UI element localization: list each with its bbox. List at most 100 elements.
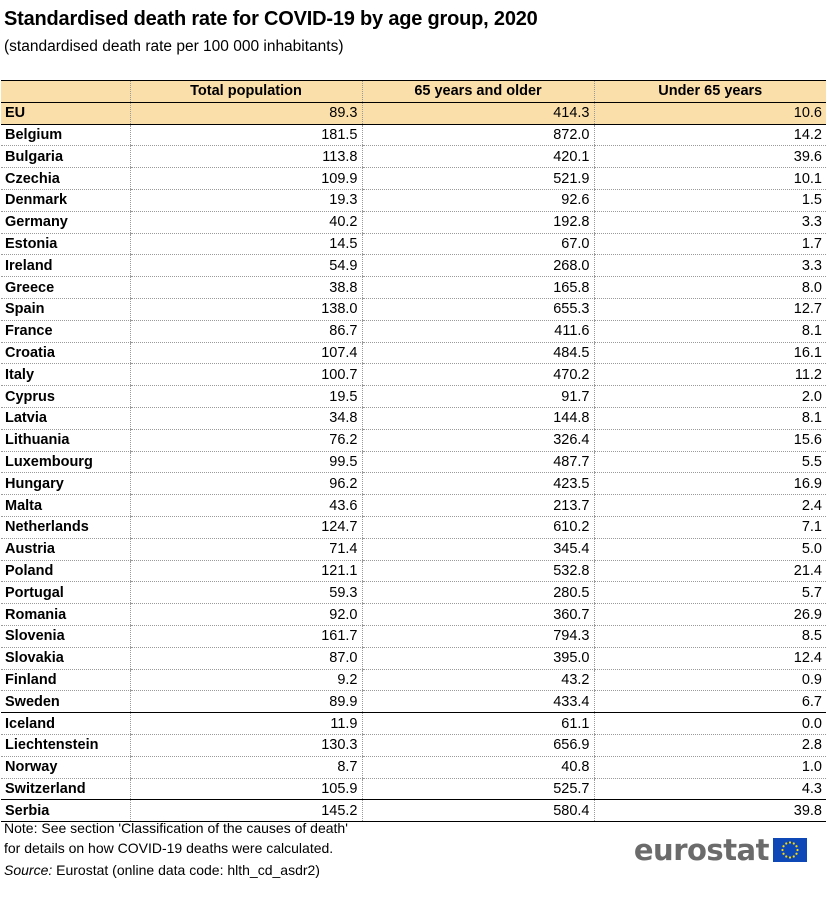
- total-population-cell: 105.9: [129, 778, 362, 801]
- table-row: Lithuania 76.2 326.4 15.6: [1, 429, 826, 452]
- country-cell: Serbia: [1, 799, 130, 823]
- country-cell: Croatia: [1, 342, 130, 365]
- table-row: Finland 9.2 43.2 0.9: [1, 669, 826, 692]
- country-cell: Bulgaria: [1, 145, 130, 169]
- country-cell: Poland: [1, 560, 130, 583]
- header-under-65: Under 65 years: [593, 80, 826, 103]
- over-65-cell: 92.6: [361, 189, 594, 212]
- country-cell: Italy: [1, 363, 130, 387]
- flag-star: [795, 852, 798, 855]
- country-cell: Liechtenstein: [1, 734, 130, 757]
- source-text: Eurostat (online data code: hlth_cd_asdr…: [56, 862, 320, 878]
- flag-star: [781, 848, 784, 852]
- over-65-cell: 610.2: [361, 516, 594, 539]
- country-cell: Denmark: [1, 189, 130, 212]
- country-cell: Spain: [1, 298, 130, 321]
- table-row: Italy 100.7 470.2 11.2: [1, 363, 826, 387]
- table-row: Greece 38.8 165.8 8.0: [1, 276, 826, 299]
- country-cell: Latvia: [1, 407, 130, 430]
- country-cell: Belgium: [1, 124, 130, 147]
- table-row: Romania 92.0 360.7 26.9: [1, 603, 826, 626]
- table-row: Cyprus 19.5 91.7 2.0: [1, 385, 826, 408]
- table-row: Serbia 145.2 580.4 39.8: [1, 799, 826, 823]
- over-65-cell: 872.0: [361, 124, 594, 147]
- total-population-cell: 14.5: [129, 233, 362, 256]
- table-row: Iceland 11.9 61.1 0.0: [1, 712, 826, 735]
- country-cell: Lithuania: [1, 429, 130, 452]
- under-65-cell: 10.1: [593, 167, 826, 190]
- over-65-cell: 794.3: [361, 625, 594, 648]
- over-65-cell: 345.4: [361, 538, 594, 561]
- table-subtitle: (standardised death rate per 100 000 inh…: [4, 38, 344, 55]
- over-65-cell: 532.8: [361, 560, 594, 583]
- table-row: Switzerland 105.9 525.7 4.3: [1, 778, 826, 801]
- over-65-cell: 165.8: [361, 276, 594, 299]
- flag-star: [792, 855, 795, 858]
- country-cell: Malta: [1, 494, 130, 517]
- under-65-cell: 0.0: [593, 712, 826, 735]
- over-65-cell: 411.6: [361, 320, 594, 343]
- footnote-line-2: for details on how COVID-19 deaths were …: [4, 840, 334, 856]
- over-65-cell: 433.4: [361, 690, 594, 714]
- total-population-cell: 181.5: [129, 124, 362, 147]
- table-row: Netherlands 124.7 610.2 7.1: [1, 516, 826, 539]
- footnote-line-1: Note: See section 'Classification of the…: [4, 820, 348, 836]
- under-65-cell: 1.0: [593, 756, 826, 779]
- under-65-cell: 8.5: [593, 625, 826, 648]
- over-65-cell: 192.8: [361, 211, 594, 234]
- country-cell: Romania: [1, 603, 130, 626]
- total-population-cell: 92.0: [129, 603, 362, 626]
- table-row: Portugal 59.3 280.5 5.7: [1, 581, 826, 605]
- country-cell: Slovenia: [1, 625, 130, 648]
- table-row: Ireland 54.9 268.0 3.3: [1, 254, 826, 278]
- total-population-cell: 130.3: [129, 734, 362, 757]
- total-population-cell: 40.2: [129, 211, 362, 234]
- total-population-cell: 96.2: [129, 472, 362, 496]
- country-cell: Sweden: [1, 690, 130, 714]
- over-65-cell: 420.1: [361, 145, 594, 169]
- table-row: Slovakia 87.0 395.0 12.4: [1, 647, 826, 670]
- over-65-cell: 67.0: [361, 233, 594, 256]
- country-cell: Luxembourg: [1, 451, 130, 474]
- flag-star: [782, 845, 785, 848]
- flag-star: [792, 842, 795, 845]
- flag-star: [788, 841, 792, 844]
- under-65-cell: 6.7: [593, 690, 826, 714]
- total-population-cell: 76.2: [129, 429, 362, 452]
- over-65-cell: 414.3: [361, 102, 594, 125]
- table-row: Austria 71.4 345.4 5.0: [1, 538, 826, 561]
- under-65-cell: 7.1: [593, 516, 826, 539]
- country-cell: Finland: [1, 669, 130, 692]
- country-cell: Austria: [1, 538, 130, 561]
- total-population-cell: 59.3: [129, 581, 362, 605]
- total-population-cell: 113.8: [129, 145, 362, 169]
- total-population-cell: 109.9: [129, 167, 362, 190]
- under-65-cell: 8.1: [593, 320, 826, 343]
- under-65-cell: 4.3: [593, 778, 826, 801]
- table-row: Norway 8.7 40.8 1.0: [1, 756, 826, 779]
- total-population-cell: 124.7: [129, 516, 362, 539]
- over-65-cell: 655.3: [361, 298, 594, 321]
- over-65-cell: 213.7: [361, 494, 594, 517]
- over-65-cell: 61.1: [361, 712, 594, 735]
- under-65-cell: 5.5: [593, 451, 826, 474]
- under-65-cell: 21.4: [593, 560, 826, 583]
- under-65-cell: 2.4: [593, 494, 826, 517]
- flag-star: [795, 845, 798, 848]
- country-cell: Cyprus: [1, 385, 130, 408]
- table-header-row: Total population 65 years and older Unde…: [1, 80, 826, 103]
- total-population-cell: 121.1: [129, 560, 362, 583]
- country-cell: Germany: [1, 211, 130, 234]
- total-population-cell: 43.6: [129, 494, 362, 517]
- table-row: Germany 40.2 192.8 3.3: [1, 211, 826, 234]
- flag-star: [796, 848, 799, 852]
- over-65-cell: 487.7: [361, 451, 594, 474]
- total-population-cell: 87.0: [129, 647, 362, 670]
- total-population-cell: 19.3: [129, 189, 362, 212]
- total-population-cell: 8.7: [129, 756, 362, 779]
- country-cell: Portugal: [1, 581, 130, 605]
- under-65-cell: 2.8: [593, 734, 826, 757]
- under-65-cell: 14.2: [593, 124, 826, 147]
- total-population-cell: 145.2: [129, 799, 362, 823]
- under-65-cell: 39.6: [593, 145, 826, 169]
